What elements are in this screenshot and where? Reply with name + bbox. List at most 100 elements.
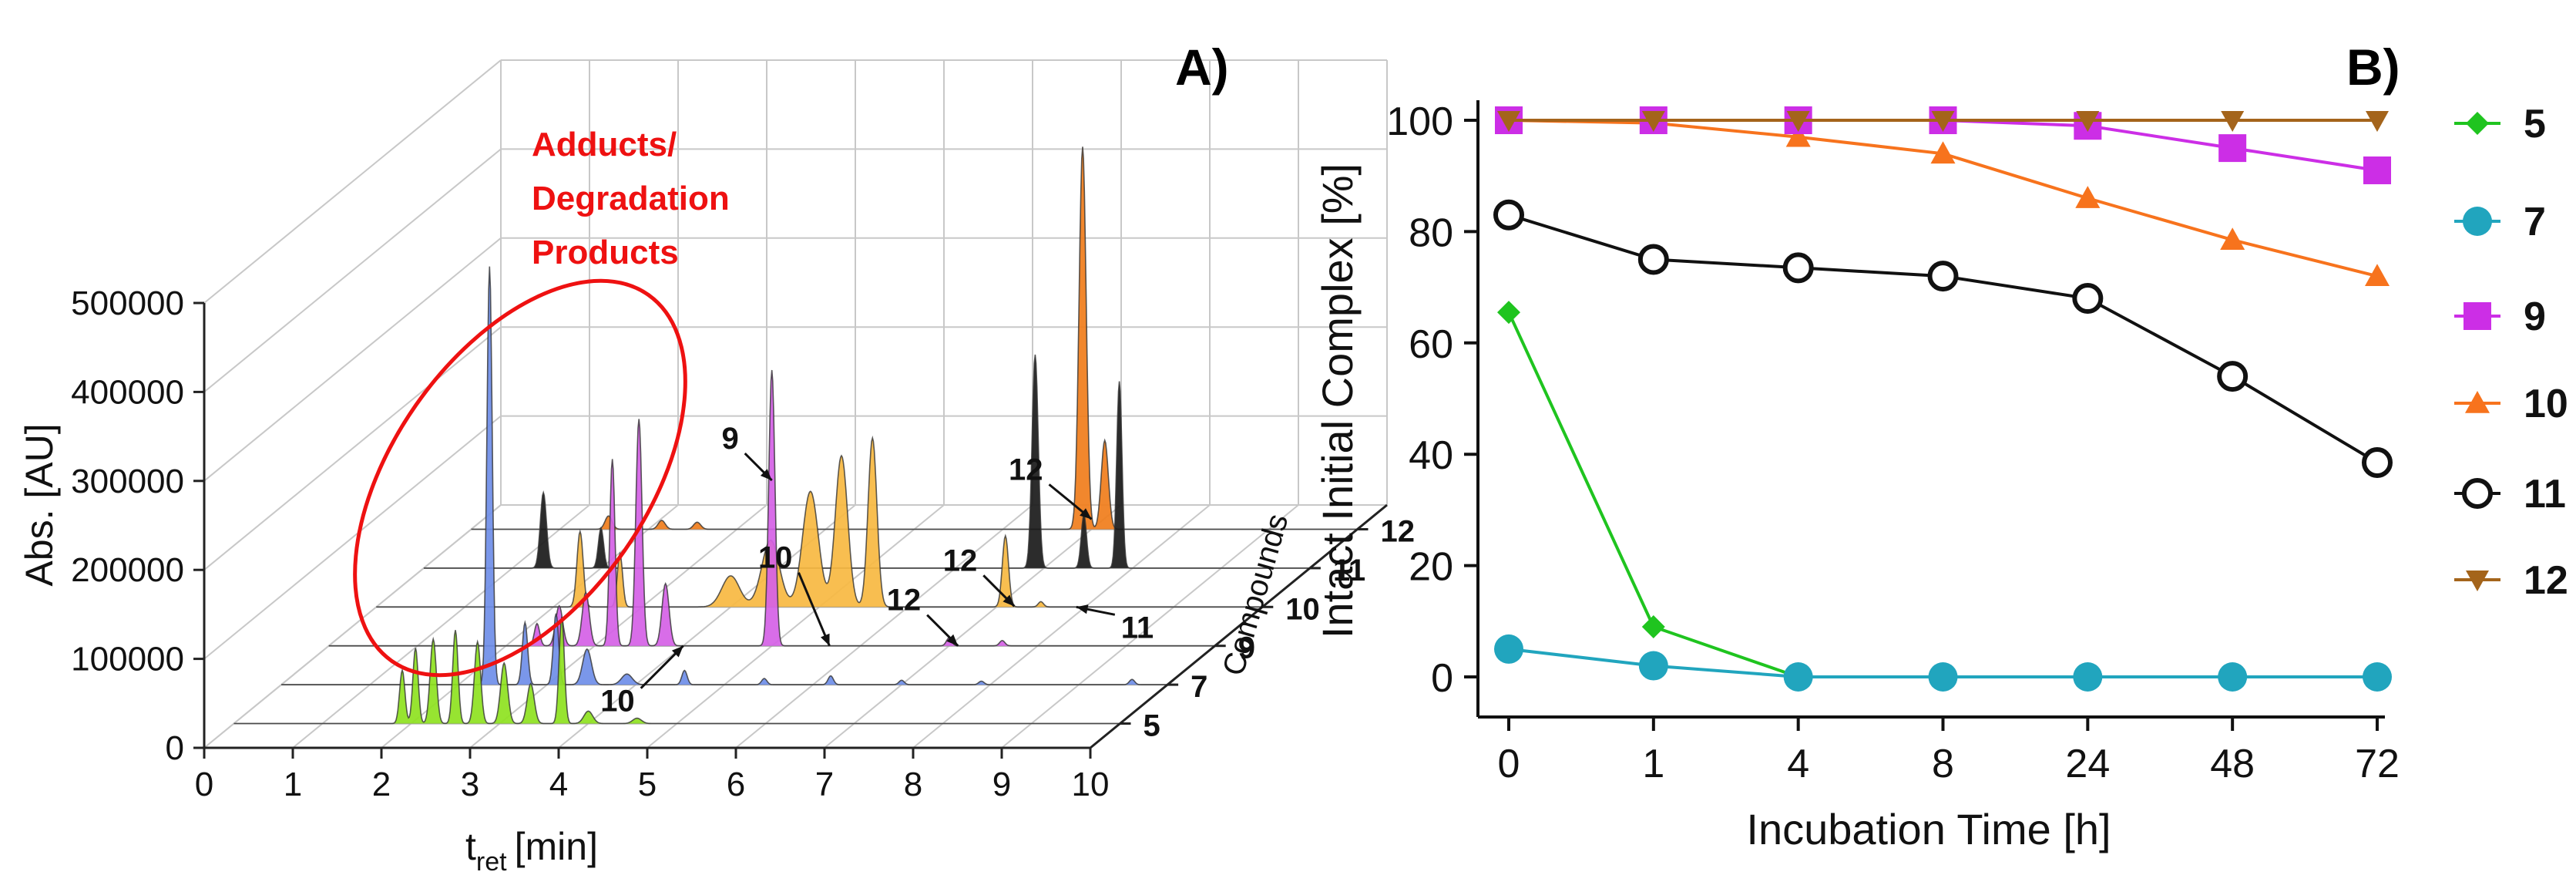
y-tick-label-b-2: 40 bbox=[1409, 433, 1453, 478]
series-b-11-point-0 bbox=[1493, 199, 1524, 231]
z-tick-label-a-9: 9 bbox=[1238, 631, 1255, 665]
series-12 bbox=[471, 146, 1358, 530]
annotation-ellipse bbox=[353, 278, 687, 678]
series-b-12-point-48 bbox=[2221, 111, 2245, 132]
series-b-9-point-72 bbox=[2363, 156, 2391, 184]
series-b-11 bbox=[1493, 199, 2393, 479]
series-b-5-point-0 bbox=[1497, 301, 1520, 325]
y-tick-label-a-2: 200000 bbox=[71, 551, 184, 589]
series-10-area bbox=[376, 438, 1263, 608]
peak-label-3: 12 bbox=[887, 584, 922, 618]
panel-a-label: A) bbox=[1175, 39, 1229, 96]
legend-entry-12: 12 bbox=[2454, 558, 2568, 603]
panel-a-peak-labels: 10 10 9 12 12 11 12 bbox=[600, 422, 1154, 719]
series-b-11-point-24 bbox=[2072, 283, 2104, 315]
x-tick-label-a-4: 4 bbox=[549, 766, 568, 803]
series-b-5-line bbox=[1507, 311, 2377, 678]
series-b-10-point-4 bbox=[1785, 124, 1811, 147]
annotation-line-2: Degradation bbox=[532, 180, 730, 217]
x-tick-label-a-10: 10 bbox=[1072, 766, 1110, 803]
peak-arrow-head-6 bbox=[1080, 508, 1092, 520]
series-b-7 bbox=[1494, 634, 2392, 692]
peak-label-6: 12 bbox=[1009, 453, 1043, 486]
peak-label-2: 9 bbox=[721, 422, 738, 456]
legend-marker-11 bbox=[2462, 478, 2493, 509]
series-b-7-point-8 bbox=[1928, 662, 1958, 692]
legend-label-12: 12 bbox=[2524, 558, 2568, 603]
peak-label-0: 10 bbox=[758, 541, 793, 575]
legend-label-5: 5 bbox=[2524, 102, 2546, 146]
z-tick-label-a-10: 10 bbox=[1285, 592, 1320, 626]
series-b-11-point-8 bbox=[1927, 261, 1959, 292]
series-b-11-point-48 bbox=[2217, 361, 2249, 392]
series-b-10-point-48 bbox=[2220, 227, 2245, 250]
peak-arrow-head-5 bbox=[1076, 604, 1089, 614]
legend-marker-10 bbox=[2465, 391, 2490, 413]
z-axis-line-a bbox=[1090, 503, 1388, 749]
y-tick-label-a-0: 0 bbox=[166, 729, 184, 767]
left-wall-gridline-1 bbox=[203, 415, 502, 660]
series-9-area bbox=[328, 370, 1215, 646]
legend-entry-7: 7 bbox=[2454, 200, 2546, 244]
series-b-12-point-8 bbox=[1931, 111, 1955, 132]
series-b-11-point-4 bbox=[1782, 252, 1814, 284]
panel-b-series bbox=[1493, 106, 2393, 692]
legend-marker-5 bbox=[2466, 112, 2489, 135]
peak-arrow-head-0 bbox=[821, 633, 830, 646]
x-axis-title-unit: [min] bbox=[515, 825, 598, 868]
series-b-7-point-48 bbox=[2218, 662, 2248, 692]
y-axis-title-b: Intact Initial Complex [%] bbox=[1313, 163, 1362, 638]
series-b-7-point-1 bbox=[1638, 651, 1668, 681]
y-tick-label-b-1: 20 bbox=[1409, 545, 1453, 590]
x-axis-title-main: t bbox=[465, 825, 476, 868]
annotation-adducts-degradation: Adducts/ Degradation Products bbox=[532, 126, 730, 271]
peak-label-1: 10 bbox=[600, 685, 635, 719]
legend-label-11: 11 bbox=[2524, 472, 2566, 517]
annotation-line-1: Adducts/ bbox=[532, 126, 677, 163]
series-b-10-point-24 bbox=[2075, 186, 2101, 208]
z-tick-label-a-7: 7 bbox=[1191, 670, 1207, 704]
series-5 bbox=[233, 616, 1120, 725]
x-axis-title-sub: ret bbox=[476, 847, 507, 877]
floor-gridline-0 bbox=[203, 504, 502, 749]
panel-a-axes: 0 1 2 3 4 5 6 7 8 9 100100000200000300000400000500… bbox=[71, 284, 1415, 803]
series-b-10-point-72 bbox=[2365, 264, 2390, 286]
series-b-7-point-72 bbox=[2363, 662, 2392, 692]
series-b-12-point-24 bbox=[2076, 111, 2100, 132]
x-tick-label-a-9: 9 bbox=[992, 766, 1011, 803]
z-tick-label-a-12: 12 bbox=[1381, 515, 1416, 549]
x-tick-label-a-8: 8 bbox=[904, 766, 922, 803]
x-tick-label-a-0: 0 bbox=[195, 766, 213, 803]
y-tick-label-a-3: 300000 bbox=[71, 463, 184, 500]
x-tick-label-a-3: 3 bbox=[461, 766, 479, 803]
annotation-line-3: Products bbox=[532, 234, 679, 271]
y-tick-label-a-1: 100000 bbox=[71, 641, 184, 678]
left-wall-gridline-4 bbox=[203, 148, 502, 393]
z-tick-label-a-11: 11 bbox=[1333, 554, 1365, 587]
legend-entry-5: 5 bbox=[2454, 102, 2546, 146]
series-b-12-point-1 bbox=[1641, 111, 1665, 132]
legend-entry-11: 11 bbox=[2454, 472, 2566, 517]
x-tick-label-b-4: 24 bbox=[2065, 742, 2110, 786]
series-b-5 bbox=[1497, 301, 2389, 688]
series-b-7-point-4 bbox=[1783, 662, 1813, 692]
series-b-7-point-24 bbox=[2073, 662, 2103, 692]
series-5-area bbox=[233, 617, 1120, 724]
panel-b-legend: 5 7 9 10 11 12 bbox=[2454, 102, 2568, 603]
left-wall-gridline-2 bbox=[203, 326, 502, 571]
peak-label-5: 11 bbox=[1121, 611, 1154, 645]
x-tick-label-a-6: 6 bbox=[727, 766, 745, 803]
x-axis-title-b: Incubation Time [h] bbox=[1746, 805, 2111, 853]
y-tick-label-a-4: 400000 bbox=[71, 373, 184, 411]
peak-arrow-head-3 bbox=[946, 634, 959, 646]
peak-arrow-head-4 bbox=[1003, 594, 1015, 607]
y-tick-label-b-3: 60 bbox=[1409, 322, 1453, 367]
series-10 bbox=[376, 435, 1263, 608]
series-10-trace bbox=[376, 435, 1263, 608]
peak-arrow-head-2 bbox=[760, 469, 772, 481]
y-tick-label-b-0: 0 bbox=[1431, 656, 1453, 701]
y-tick-label-b-5: 100 bbox=[1386, 99, 1453, 144]
x-tick-label-a-5: 5 bbox=[638, 766, 657, 803]
